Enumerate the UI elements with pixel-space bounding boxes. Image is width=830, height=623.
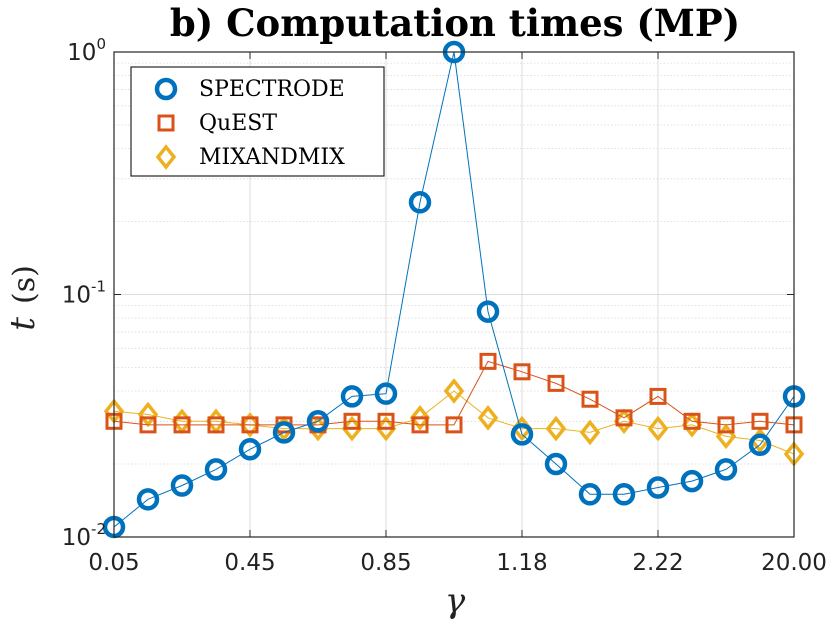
data-point-mixandmix bbox=[477, 405, 499, 431]
y-axis-label-var: t bbox=[3, 317, 43, 331]
data-point-quest bbox=[139, 416, 157, 434]
data-point-mixandmix bbox=[647, 415, 669, 442]
data-point-quest bbox=[241, 416, 259, 434]
data-point-mixandmix bbox=[375, 415, 397, 442]
legend: SPECTRODE QuEST MIXANDMIX bbox=[130, 66, 385, 177]
data-point-quest bbox=[683, 412, 701, 430]
data-point-spectrode bbox=[374, 382, 398, 405]
data-point-quest bbox=[479, 352, 497, 370]
x-tick-label: 2.22 bbox=[632, 550, 683, 576]
data-point-quest bbox=[411, 416, 429, 434]
data-point-mixandmix bbox=[579, 419, 601, 446]
data-point-mixandmix bbox=[545, 415, 567, 442]
data-point-spectrode bbox=[646, 476, 670, 499]
x-tick-label: 0.45 bbox=[224, 550, 275, 576]
data-point-spectrode bbox=[306, 410, 330, 433]
data-point-spectrode bbox=[476, 300, 500, 323]
data-point-spectrode bbox=[748, 433, 772, 457]
data-point-quest bbox=[173, 416, 191, 434]
data-point-quest bbox=[343, 412, 361, 430]
data-point-spectrode bbox=[204, 458, 228, 481]
y-tick-label: 10-1 bbox=[62, 278, 106, 309]
svg-text:t (s): t (s) bbox=[3, 265, 43, 331]
legend-label-quest: QuEST bbox=[199, 111, 277, 136]
data-point-spectrode bbox=[612, 483, 636, 506]
legend-markers bbox=[154, 77, 178, 170]
data-point-spectrode bbox=[136, 488, 160, 511]
data-point-mixandmix bbox=[409, 405, 431, 431]
legend-label-spectrode: SPECTRODE bbox=[199, 77, 345, 102]
data-point-spectrode bbox=[238, 438, 262, 461]
x-tick-label: 1.18 bbox=[496, 550, 547, 576]
y-axis-label-unit: (s) bbox=[7, 265, 42, 304]
data-point-quest bbox=[445, 416, 463, 434]
series-spectrode bbox=[102, 40, 806, 539]
data-point-quest bbox=[649, 387, 667, 405]
data-point-mixandmix bbox=[341, 415, 363, 442]
data-point-spectrode bbox=[340, 385, 364, 408]
data-point-quest bbox=[547, 374, 565, 392]
legend-marker-mixandmix bbox=[155, 144, 177, 170]
data-point-spectrode bbox=[544, 452, 568, 476]
axes: 0.05 0.45 0.85 1.18 2.22 20.00 100 10-1 10-2 bbox=[62, 35, 827, 576]
data-point-spectrode bbox=[272, 421, 296, 444]
data-point-mixandmix bbox=[443, 378, 465, 404]
x-tick-label: 0.05 bbox=[88, 550, 139, 576]
data-point-quest bbox=[581, 390, 599, 408]
data-point-quest bbox=[377, 412, 395, 430]
x-tick-label: 0.85 bbox=[360, 550, 411, 576]
data-point-mixandmix bbox=[239, 412, 261, 438]
series-layer bbox=[102, 40, 806, 539]
data-point-quest bbox=[717, 416, 735, 434]
legend-marker-spectrode bbox=[154, 77, 178, 101]
y-axis-label: t (s) bbox=[3, 265, 43, 331]
data-point-mixandmix bbox=[613, 408, 635, 435]
x-tick-label: 20.00 bbox=[761, 550, 827, 576]
data-point-spectrode bbox=[510, 423, 534, 446]
data-point-spectrode bbox=[578, 483, 602, 506]
x-axis-label: γ bbox=[445, 581, 466, 621]
data-point-quest bbox=[615, 409, 633, 427]
chart-title: b) Computation times (MP) bbox=[170, 1, 740, 45]
data-point-spectrode bbox=[714, 458, 738, 481]
data-point-quest bbox=[513, 363, 531, 381]
data-point-spectrode bbox=[408, 191, 432, 214]
data-point-quest bbox=[207, 416, 225, 434]
y-tick-label: 10-2 bbox=[62, 520, 106, 551]
series-line-mixandmix bbox=[113, 390, 795, 455]
legend-marker-quest bbox=[157, 114, 175, 132]
series-line-quest bbox=[113, 360, 795, 426]
legend-label-mixandmix: MIXANDMIX bbox=[199, 145, 345, 170]
data-point-spectrode bbox=[680, 469, 704, 493]
y-tick-label: 100 bbox=[67, 35, 106, 66]
data-point-spectrode bbox=[170, 474, 194, 497]
data-point-quest bbox=[751, 412, 769, 430]
